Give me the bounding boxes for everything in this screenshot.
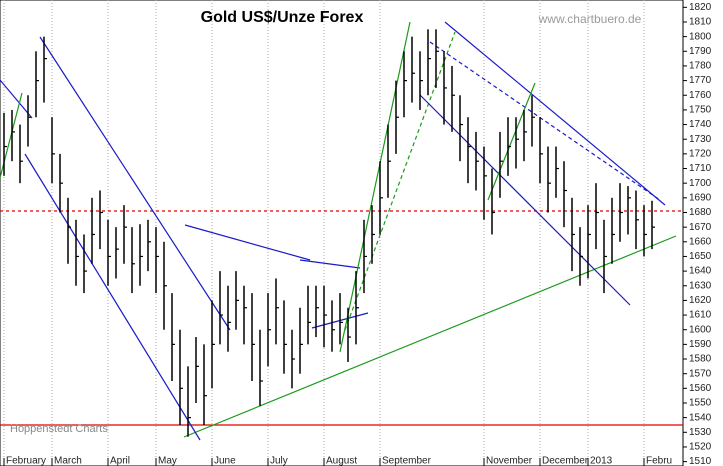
source: www.chartbuero.de bbox=[538, 12, 642, 26]
y-tick-label: 1810 bbox=[689, 17, 712, 28]
price-bars bbox=[3, 29, 655, 437]
y-tick-label: 1540 bbox=[689, 412, 712, 423]
y-tick-label: 1630 bbox=[689, 280, 712, 291]
channel-line bbox=[299, 259, 361, 269]
x-tick-label: February bbox=[6, 456, 46, 466]
trend-line bbox=[487, 82, 536, 201]
y-tick-label: 1520 bbox=[689, 442, 712, 453]
credit: Hoppenstedt Charts bbox=[10, 423, 108, 435]
x-tick-label: May bbox=[158, 456, 177, 466]
channel-line bbox=[39, 36, 231, 331]
y-tick-label: 1820 bbox=[689, 2, 712, 13]
y-tick-label: 1720 bbox=[689, 149, 712, 160]
x-tick-label: November bbox=[486, 456, 533, 466]
y-tick-label: 1710 bbox=[689, 163, 712, 174]
channel-line bbox=[429, 41, 661, 201]
x-tick-label: June bbox=[214, 456, 236, 466]
y-tick-label: 1550 bbox=[689, 398, 712, 409]
y-tick-label: 1620 bbox=[689, 295, 712, 306]
y-tick-label: 1560 bbox=[689, 383, 712, 394]
y-tick-label: 1730 bbox=[689, 134, 712, 145]
x-tick-label: Febru bbox=[646, 456, 672, 466]
y-tick-label: 1770 bbox=[689, 75, 712, 86]
x-tick-label: April bbox=[110, 456, 130, 466]
plot-frame bbox=[0, 0, 684, 466]
channel-line bbox=[419, 94, 631, 306]
grid bbox=[0, 0, 683, 466]
channel-line bbox=[0, 79, 33, 119]
trend-line bbox=[339, 21, 411, 353]
y-tick-label: 1700 bbox=[689, 178, 712, 189]
y-tick-label: 1690 bbox=[689, 192, 712, 203]
channel-line bbox=[444, 21, 666, 206]
x-tick-label: December bbox=[542, 456, 589, 466]
x-tick-label: March bbox=[54, 456, 82, 466]
y-tick-label: 1640 bbox=[689, 266, 712, 277]
y-tick-label: 1760 bbox=[689, 90, 712, 101]
y-tick-label: 1670 bbox=[689, 222, 712, 233]
channel-line bbox=[24, 153, 201, 441]
y-tick-label: 1780 bbox=[689, 61, 712, 72]
y-tick-label: 1610 bbox=[689, 310, 712, 321]
y-tick-label: 1750 bbox=[689, 105, 712, 116]
channel-line bbox=[184, 224, 311, 261]
x-tick-label: September bbox=[382, 456, 432, 466]
chart-title: Gold US$/Unze Forex bbox=[201, 9, 364, 26]
y-tick-label: 1680 bbox=[689, 207, 712, 218]
y-tick-label: 1530 bbox=[689, 427, 712, 438]
y-tick-label: 1600 bbox=[689, 324, 712, 335]
y-tick-label: 1570 bbox=[689, 368, 712, 379]
y-tick-label: 1790 bbox=[689, 46, 712, 57]
y-tick-label: 1590 bbox=[689, 339, 712, 350]
x-tick-label: 2013 bbox=[590, 456, 613, 466]
y-tick-label: 1800 bbox=[689, 31, 712, 42]
x-tick-label: August bbox=[326, 456, 357, 466]
y-tick-label: 1510 bbox=[689, 456, 712, 466]
y-tick-label: 1650 bbox=[689, 251, 712, 262]
y-tick-label: 1660 bbox=[689, 236, 712, 247]
y-tick-label: 1740 bbox=[689, 119, 712, 130]
y-tick-label: 1580 bbox=[689, 354, 712, 365]
x-tick-label: July bbox=[270, 456, 288, 466]
